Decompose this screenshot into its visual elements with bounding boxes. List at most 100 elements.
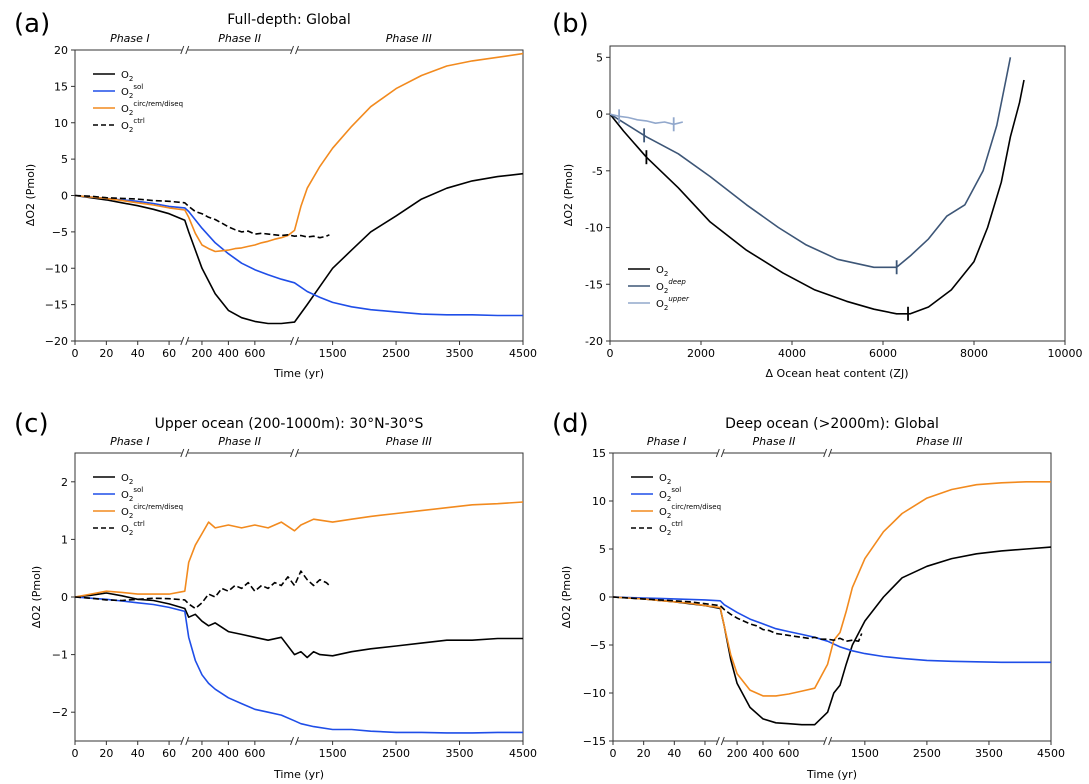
axis-break-mark — [295, 448, 299, 458]
x-tick-label: 2500 — [913, 747, 941, 760]
x-tick-label: 20 — [99, 747, 113, 760]
axis-break-mask — [181, 45, 188, 55]
series-line-o2circ — [612, 480, 1051, 697]
legend-label-sup: circ/rem/diseq — [133, 503, 183, 511]
axis-break-mark — [295, 336, 299, 346]
y-tick-label: 15 — [54, 80, 68, 93]
axis-break-mask — [291, 736, 298, 746]
legend-label-sub: 2 — [667, 495, 671, 503]
x-tick-label: 0 — [607, 347, 614, 360]
y-tick-label: -15 — [585, 278, 603, 291]
series-line-o2 — [612, 546, 1052, 726]
legend-label: O2circ/rem/diseq — [659, 503, 721, 520]
panel-label-d: (d) — [552, 409, 589, 439]
legend-label: O2deep — [656, 278, 686, 295]
phase-label: Phase I — [110, 32, 150, 45]
axis-break-mark — [185, 45, 190, 55]
legend-label-sub: 2 — [129, 109, 133, 117]
axis-break-mark — [715, 448, 720, 458]
axis-break-mark — [295, 45, 299, 55]
legend-label-base: O — [121, 87, 129, 98]
legend-label-base: O — [121, 490, 129, 501]
phase-label: Phase III — [386, 32, 432, 45]
legend-label-sup: sol — [133, 83, 143, 91]
series-line-o2circ — [74, 52, 524, 253]
x-tick-label: 200 — [191, 347, 212, 360]
y-tick-label: 10 — [54, 117, 68, 130]
legend-label-sub: 2 — [129, 495, 133, 503]
plot-panel-c: 2 1 0 −1 −2 0 20 40 60 200 400 600 1500 2500 3500 4500 P… — [52, 435, 537, 760]
y-tick-label: 5 — [596, 51, 603, 64]
legend-label: O2ctrl — [121, 117, 145, 134]
series-line-o2sol — [74, 194, 523, 317]
x-tick-label: 0 — [72, 347, 79, 360]
y-tick-label: −10 — [45, 262, 68, 275]
axis-break-mark — [180, 45, 185, 55]
y-tick-label: 0 — [596, 108, 603, 121]
legend-label: O2 — [121, 70, 133, 83]
legend-label: O2 — [656, 265, 668, 278]
axis-break-mark — [185, 448, 190, 458]
x-tick-label: 600 — [778, 747, 799, 760]
axis-break-mask — [824, 448, 831, 458]
axis-break-mask — [181, 336, 188, 346]
legend-label: O2 — [659, 473, 671, 486]
x-tick-label: 3500 — [446, 747, 474, 760]
x-tick-label: 4000 — [778, 347, 806, 360]
x-tick-label: 0 — [610, 747, 617, 760]
axis-break-mask — [824, 736, 831, 746]
legend-label: O2circ/rem/diseq — [121, 503, 183, 520]
axis-break-mask — [291, 45, 298, 55]
y-tick-label: 10 — [592, 495, 606, 508]
legend-label-base: O — [659, 473, 667, 484]
legend-label-sub: 2 — [129, 92, 133, 100]
y-tick-label: −2 — [52, 706, 68, 719]
axis-break-mark — [720, 736, 725, 746]
y-tick-label: 15 — [592, 447, 606, 460]
legend-label-base: O — [121, 104, 129, 115]
panel-label-c: (c) — [14, 409, 49, 439]
x-tick-label: 400 — [218, 747, 239, 760]
y-tick-label: −5 — [52, 226, 68, 239]
x-tick-label: 4500 — [509, 747, 537, 760]
chart-title-c: Upper ocean (200-1000m): 30°N-30°S — [155, 416, 424, 432]
y-tick-label: −20 — [45, 335, 68, 348]
legend-label-sub: 2 — [129, 478, 133, 486]
axis-break-mark — [715, 736, 720, 746]
series-line-o2sol — [612, 596, 1051, 664]
legend-label-sub: 2 — [667, 512, 671, 520]
legend-label-sub: 2 — [129, 126, 133, 134]
x-axis-label-d: Time (yr) — [806, 768, 857, 781]
series-line-o2sol — [74, 596, 523, 734]
axis-break-mark — [290, 45, 294, 55]
legend-label: O2ctrl — [121, 520, 145, 537]
y-tick-label: 5 — [599, 543, 606, 556]
legend-label-sub: 2 — [667, 529, 671, 537]
legend-label: O2circ/rem/diseq — [121, 100, 183, 117]
x-tick-label: 10000 — [1048, 347, 1083, 360]
y-tick-label: -20 — [585, 335, 603, 348]
x-tick-label: 0 — [72, 747, 79, 760]
x-tick-label: 1500 — [319, 347, 347, 360]
legend-label-base: O — [121, 507, 129, 518]
x-tick-label: 8000 — [960, 347, 988, 360]
axis-break-mask — [181, 736, 188, 746]
legend-label-base: O — [656, 265, 664, 276]
y-tick-label: −15 — [45, 299, 68, 312]
x-tick-label: 3500 — [975, 747, 1003, 760]
x-tick-label: 20 — [637, 747, 651, 760]
legend-label-sup: sol — [671, 486, 681, 494]
x-tick-label: 400 — [752, 747, 773, 760]
x-tick-label: 3500 — [446, 347, 474, 360]
legend-label-base: O — [659, 507, 667, 518]
x-tick-label: 60 — [698, 747, 712, 760]
chart-title-d: Deep ocean (>2000m): Global — [725, 416, 939, 432]
x-tick-label: 2500 — [382, 747, 410, 760]
legend-label-base: O — [656, 299, 664, 310]
legend-label-sup: ctrl — [133, 117, 144, 125]
legend-label: O2sol — [659, 486, 681, 503]
y-tick-label: 0 — [599, 591, 606, 604]
phase-label: Phase I — [110, 435, 150, 448]
